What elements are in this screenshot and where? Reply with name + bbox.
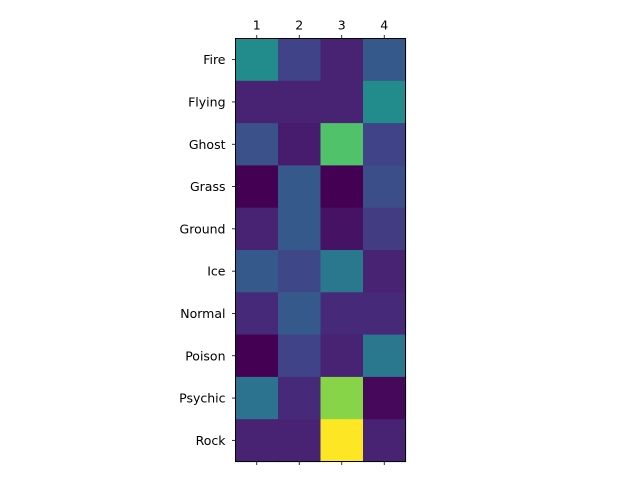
y-tick-label-flying: Flying: [188, 94, 225, 109]
y-tick-label-ghost: Ghost: [189, 137, 226, 152]
y-tick-label-poison: Poison: [185, 348, 225, 363]
heatmap-cell-rock-2: [278, 419, 322, 463]
heatmap-cell-fire-1: [235, 38, 279, 82]
heatmap-cells: [235, 38, 407, 463]
heatmap-cell-psychic-2: [278, 376, 322, 420]
x-tick-label-3: 3: [338, 18, 346, 33]
heatmap-cell-psychic-3: [320, 376, 364, 420]
y-tick-label-grass: Grass: [190, 179, 226, 194]
heatmap-cell-normal-2: [278, 292, 322, 336]
heatmap-cell-ghost-3: [320, 123, 364, 166]
y-tick-label-normal: Normal: [180, 306, 225, 321]
y-tick-label-fire: Fire: [203, 52, 226, 67]
heatmap-cell-flying-4: [363, 80, 407, 124]
heatmap-cell-fire-2: [278, 38, 322, 82]
heatmap-cell-normal-4: [363, 292, 407, 336]
heatmap-cell-ground-3: [320, 207, 364, 251]
heatmap-cell-normal-1: [235, 292, 279, 336]
y-axis-ticks: Fire Flying Ghost Grass Ground Ice Normal Poiso…: [179, 52, 236, 448]
heatmap-cell-poison-2: [278, 334, 322, 378]
x-axis-ticks: 1 2 3 4: [253, 18, 388, 465]
heatmap-cell-ground-1: [235, 207, 279, 251]
heatmap-cell-ice-4: [363, 250, 407, 293]
heatmap-cell-rock-4: [363, 419, 407, 463]
heatmap-cell-ice-3: [320, 250, 364, 293]
heatmap-cell-flying-3: [320, 80, 364, 124]
heatmap-cell-poison-1: [235, 334, 279, 378]
heatmap-cell-ghost-4: [363, 123, 407, 166]
heatmap-cell-psychic-1: [235, 376, 279, 420]
y-tick-label-psychic: Psychic: [179, 391, 225, 406]
heatmap-cell-ice-1: [235, 250, 279, 293]
x-tick-label-4: 4: [380, 18, 388, 33]
plot-frame: [235, 38, 406, 462]
heatmap-cell-poison-4: [363, 334, 407, 378]
y-tick-label-ground: Ground: [180, 221, 226, 236]
heatmap-cell-flying-1: [235, 80, 279, 124]
heatmap-cell-poison-3: [320, 334, 364, 378]
heatmap-cell-grass-2: [278, 165, 322, 209]
heatmap-cell-ghost-2: [278, 123, 322, 166]
heatmap-cell-ghost-1: [235, 123, 279, 166]
y-tick-label-ice: Ice: [207, 264, 226, 279]
heatmap-cell-ground-2: [278, 207, 322, 251]
heatmap-cell-rock-1: [235, 419, 279, 463]
heatmap-cell-rock-3: [320, 419, 364, 463]
x-tick-label-2: 2: [295, 18, 303, 33]
heatmap-cell-psychic-4: [363, 376, 407, 420]
heatmap-cell-flying-2: [278, 80, 322, 124]
heatmap-cell-ground-4: [363, 207, 407, 251]
heatmap-cell-grass-4: [363, 165, 407, 209]
x-tick-label-1: 1: [253, 18, 261, 33]
heatmap-cell-grass-3: [320, 165, 364, 209]
heatmap-cell-grass-1: [235, 165, 279, 209]
heatmap-cell-fire-3: [320, 38, 364, 82]
heatmap-cell-ice-2: [278, 250, 322, 293]
heatmap-cell-normal-3: [320, 292, 364, 336]
heatmap-cell-fire-4: [363, 38, 407, 82]
y-tick-label-rock: Rock: [196, 433, 227, 448]
